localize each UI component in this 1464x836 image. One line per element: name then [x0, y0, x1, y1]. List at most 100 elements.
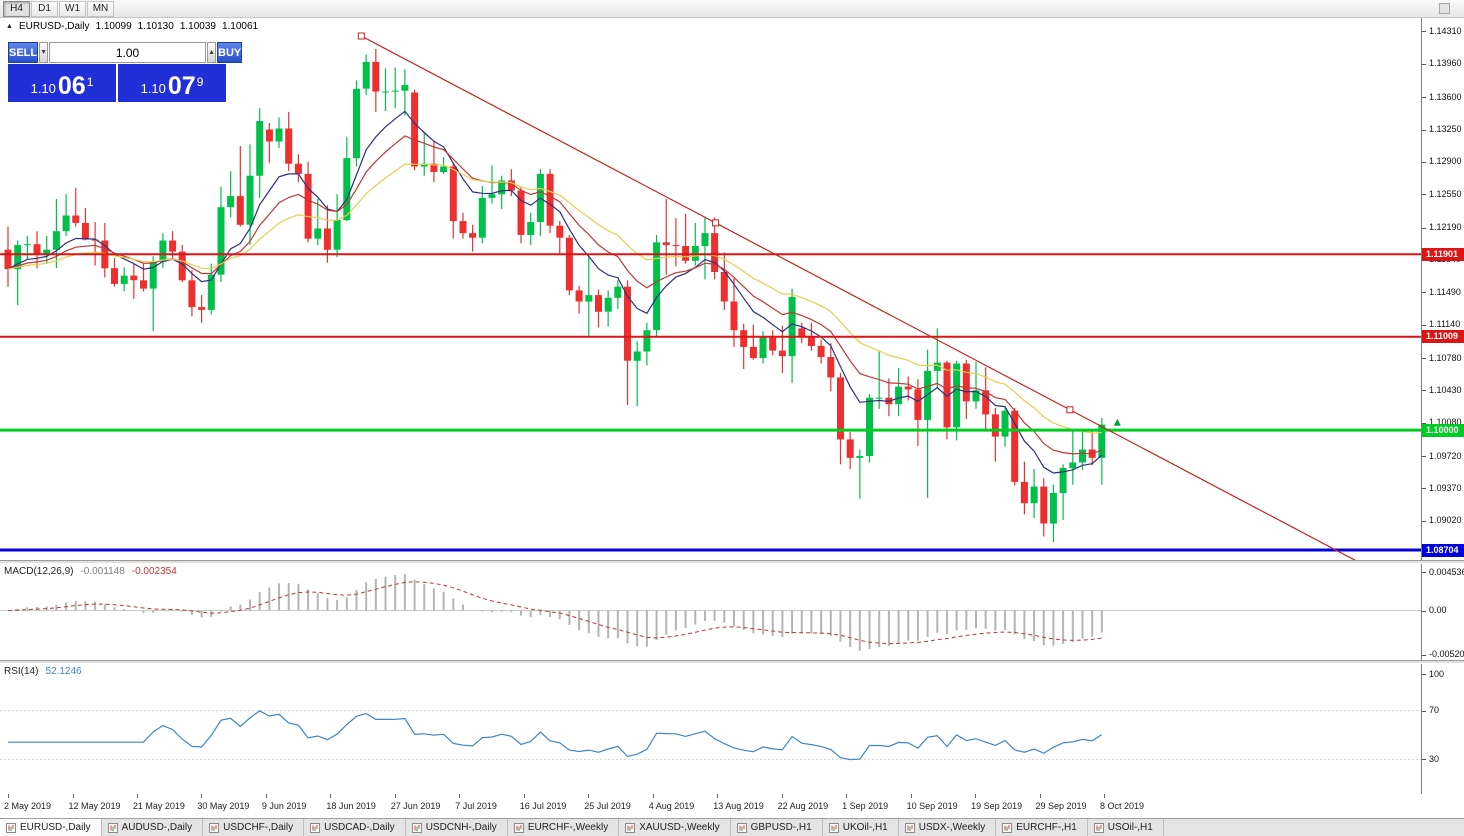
date-axis[interactable]: 2 May 2019 12 May 2019 21 May 2019 30 May 2… [0, 794, 1464, 818]
chart-tab-UKOil-H1[interactable]: UKOil-,H1 [823, 819, 899, 836]
date-tick-label: 13 Aug 2019 [713, 801, 764, 811]
axis-tick [1422, 63, 1426, 65]
date-tick [394, 794, 396, 798]
candlestick-chart[interactable] [0, 18, 1421, 560]
trendline-handle[interactable] [712, 219, 720, 227]
rsi-value: 52.1246 [45, 666, 82, 677]
date-tick [910, 794, 912, 798]
axis-tick [1422, 759, 1426, 761]
volume-increase-button[interactable]: ▲ [207, 42, 216, 63]
sell-price-pips: 06 [57, 72, 86, 100]
date-tick [846, 794, 848, 798]
sell-price-display[interactable]: 1.10 06 1 [8, 64, 116, 102]
chart-tab-USDX-Weekly[interactable]: USDX-,Weekly [899, 819, 997, 836]
rsi-panel[interactable]: RSI(14) 52.1246 [0, 664, 1421, 794]
axis-tick [1422, 161, 1426, 163]
macd-axis[interactable]: 0.004536 0.00 -0.005205 [1421, 564, 1464, 660]
axis-tick [1422, 194, 1426, 196]
one-click-collapse-icon[interactable]: ▲ [6, 23, 13, 30]
chart-tab-USDCNH-Daily[interactable]: USDCNH-,Daily [406, 819, 508, 836]
price-tick-label: 1.12900 [1429, 156, 1462, 167]
one-click-trading-panel: SELL ▼ ▲ BUY 1.10 06 1 1.10 07 9 [8, 42, 243, 102]
price-tick-label: 1.09020 [1429, 515, 1462, 526]
chart-tab-icon [736, 822, 747, 833]
axis-tick [1422, 674, 1426, 675]
timeframe-button-W1[interactable]: W1 [59, 0, 86, 17]
up-arrow-marker[interactable] [1113, 418, 1121, 426]
price-axis[interactable]: 1.14310 1.13960 1.13600 1.13250 1.12900 1.125… [1421, 18, 1464, 560]
price-level-badge: 1.11009 [1422, 330, 1464, 344]
chart-tab-label: USDCHF-,Daily [223, 822, 294, 833]
timeframe-toolbar: H4 D1 W1 MN [0, 0, 1464, 18]
date-tick [459, 794, 461, 798]
rsi-splitter[interactable] [0, 660, 1464, 664]
macd-header: MACD(12,26,9) -0.001148 -0.002354 [4, 566, 177, 577]
axis-tick [1422, 456, 1426, 457]
price-tick-label: 1.11140 [1429, 319, 1461, 330]
chart-tab-USDCHF-Daily[interactable]: USDCHF-,Daily [203, 819, 305, 836]
date-tick-label: 8 Oct 2019 [1100, 801, 1145, 811]
axis-tick [1422, 292, 1426, 294]
price-chart-plot[interactable]: ▲ EURUSD-,Daily 1.10099 1.10130 1.10039 … [0, 18, 1421, 560]
buy-price-display[interactable]: 1.10 07 9 [118, 64, 226, 102]
rsi-chart [0, 710, 1421, 761]
chart-tab-USOil-H1[interactable]: USOil-,H1 [1088, 819, 1164, 836]
descending-trendline[interactable] [361, 35, 1421, 560]
axis-tick [1422, 129, 1426, 131]
chart-tab-icon [904, 822, 915, 833]
rsi-axis[interactable]: 100 70 30 [1421, 664, 1464, 794]
chart-tab-icon [513, 822, 524, 833]
date-tick [781, 794, 783, 798]
timeframe-button-H4[interactable]: H4 [3, 0, 30, 17]
toolbar-corner-icon[interactable] [1439, 3, 1450, 14]
price-tick-label: 1.12550 [1429, 188, 1462, 199]
date-tick [330, 794, 332, 798]
chart-tab-EURUSD-Daily[interactable]: EURUSD-,Daily [0, 819, 102, 836]
rsi-tick-label: 30 [1429, 753, 1440, 764]
chart-tab-GBPUSD-H1[interactable]: GBPUSD-,H1 [731, 819, 823, 836]
volume-input[interactable] [49, 42, 207, 63]
price-level-badge: 1.11901 [1422, 247, 1464, 261]
timeframe-button-MN[interactable]: MN [87, 0, 114, 17]
trendline-handle[interactable] [1066, 406, 1074, 414]
price-tick-label: 1.10430 [1429, 384, 1462, 395]
chart-tab-XAUUSD-Weekly[interactable]: XAUUSD-,Weekly [619, 819, 731, 836]
date-tick [975, 794, 977, 798]
sell-button[interactable]: SELL [8, 42, 39, 63]
buy-button[interactable]: BUY [217, 42, 243, 63]
macd-signal-value: -0.002354 [131, 566, 177, 577]
date-tick-label: 18 Jun 2019 [326, 801, 376, 811]
price-tick-label: 1.14310 [1429, 25, 1462, 36]
date-tick [1039, 794, 1041, 798]
axis-tick [1422, 390, 1426, 392]
macd-splitter[interactable] [0, 560, 1464, 564]
sell-price-major: 1.10 [30, 81, 56, 96]
chart-tab-EURCHF-H1[interactable]: EURCHF-,H1 [996, 819, 1088, 836]
moving-averages-layer [7, 110, 1103, 474]
macd-tick-label: 0.004536 [1429, 566, 1464, 577]
rsi-tick-label: 70 [1429, 705, 1440, 716]
chart-tab-label: XAUUSD-,Weekly [639, 822, 720, 833]
sell-price-point: 1 [86, 75, 94, 89]
chart-tab-label: UKOil-,H1 [842, 822, 888, 833]
timeframe-button-D1[interactable]: D1 [31, 0, 58, 17]
volume-decrease-button[interactable]: ▼ [39, 42, 49, 63]
date-tick-label: 25 Jul 2019 [584, 801, 631, 811]
chart-tab-icon [107, 822, 118, 833]
chart-tabs-bar: EURUSD-,Daily AUDUSD-,Daily USDCHF-,Daily U… [0, 818, 1464, 836]
price-tick-label: 1.10080 [1429, 417, 1462, 428]
rsi-label: RSI(14) [4, 666, 39, 677]
chart-symbol-label: EURUSD-,Daily [18, 21, 90, 32]
macd-panel[interactable]: MACD(12,26,9) -0.001148 -0.002354 [0, 564, 1421, 660]
date-tick [72, 794, 74, 798]
date-tick [523, 794, 525, 798]
date-tick [8, 794, 9, 798]
timeframe-buttons: H4 D1 W1 MN [3, 0, 115, 17]
chart-tab-icon [828, 822, 839, 833]
chart-tab-USDCAD-Daily[interactable]: USDCAD-,Daily [304, 819, 406, 836]
chart-ohlc-readout: ▲ EURUSD-,Daily 1.10099 1.10130 1.10039 … [6, 21, 258, 32]
chart-tab-EURCHF-Weekly[interactable]: EURCHF-,Weekly [508, 819, 620, 836]
rsi-header: RSI(14) 52.1246 [4, 666, 82, 677]
trendline-handle[interactable] [357, 32, 365, 40]
chart-tab-AUDUSD-Daily[interactable]: AUDUSD-,Daily [102, 819, 204, 836]
